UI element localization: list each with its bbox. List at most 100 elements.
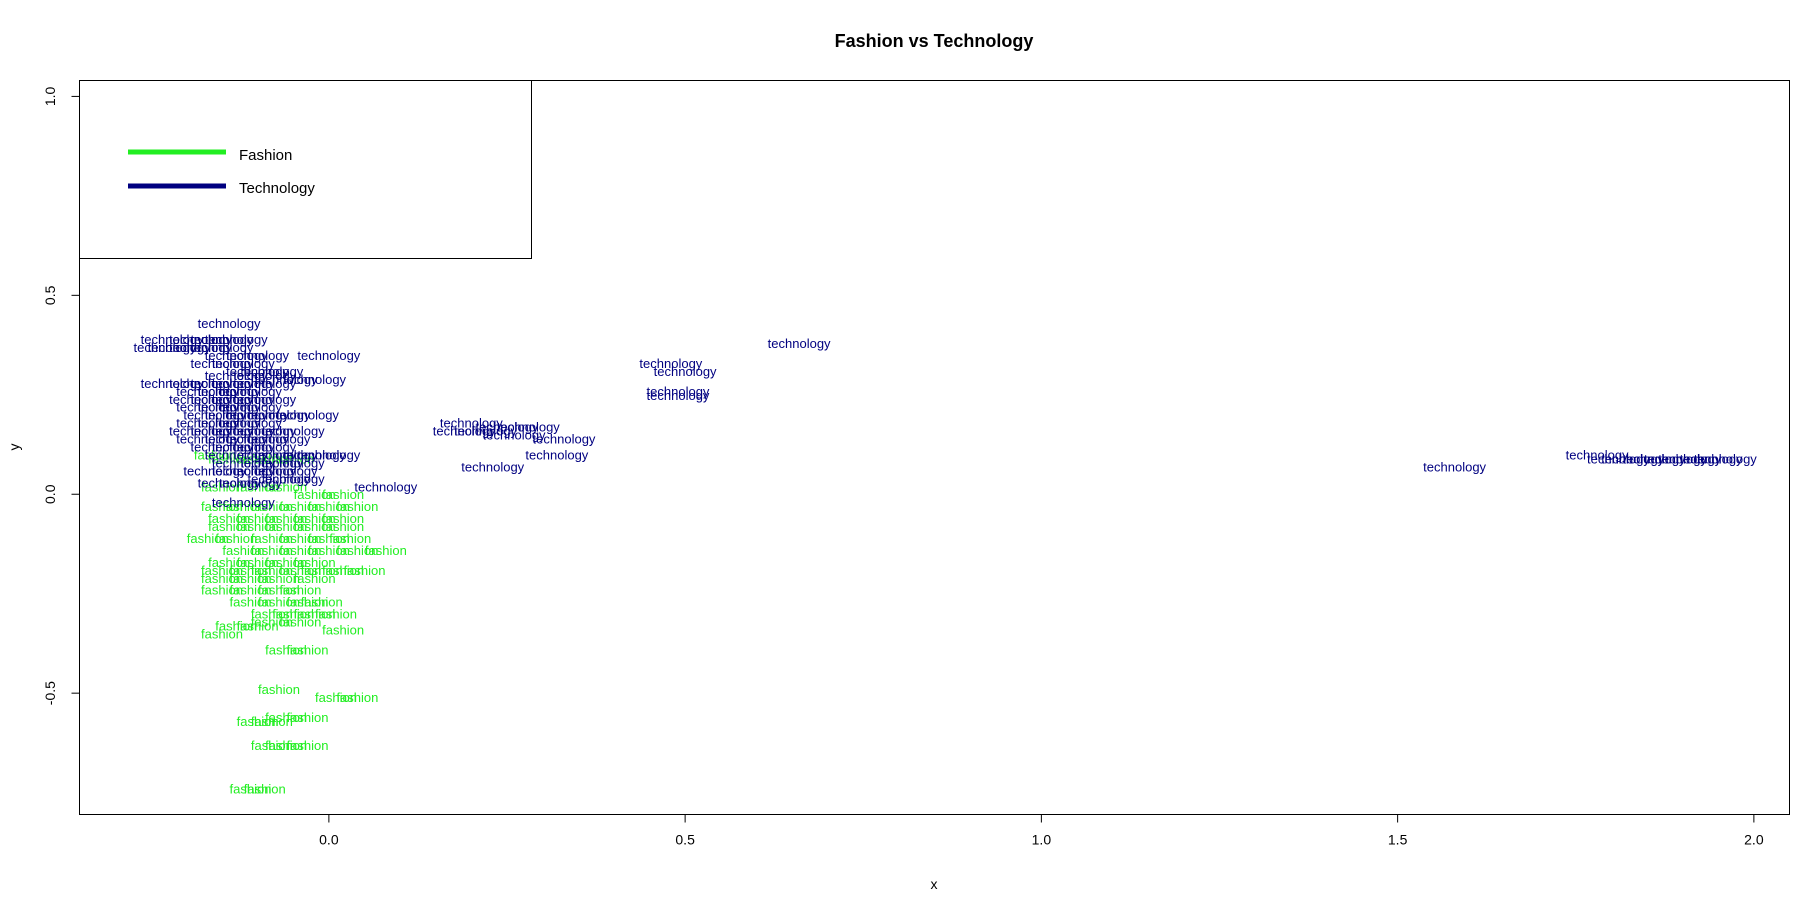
point-label-technology: technology	[647, 384, 710, 399]
point-label-technology: technology	[248, 471, 311, 486]
point-label-fashion: fashion	[287, 710, 329, 725]
point-label-technology: technology	[525, 447, 588, 462]
point-label-fashion: fashion	[272, 607, 314, 622]
point-label-technology: technology	[176, 416, 239, 431]
point-label-fashion: fashion	[344, 563, 386, 578]
legend-label-technology: Technology	[239, 180, 315, 197]
point-label-fashion: fashion	[201, 571, 243, 586]
point-label-technology: technology	[440, 416, 503, 431]
point-label-technology: technology	[212, 495, 275, 510]
point-label-fashion: fashion	[251, 563, 293, 578]
point-label-technology: technology	[212, 463, 275, 478]
point-label-technology: technology	[212, 440, 275, 455]
point-label-fashion: fashion	[336, 690, 378, 705]
point-label-technology: technology	[262, 424, 325, 439]
point-label-technology: technology	[148, 340, 211, 355]
point-label-fashion: fashion	[301, 563, 343, 578]
point-label-technology: technology	[262, 471, 325, 486]
y-tick-label: -0.5	[42, 681, 58, 705]
point-label-fashion: fashion	[294, 511, 336, 526]
point-label-technology: technology	[1423, 459, 1486, 474]
point-label-technology: technology	[233, 440, 296, 455]
point-label-technology: technology	[219, 384, 282, 399]
point-label-technology: technology	[476, 420, 539, 435]
point-label-fashion: fashion	[315, 690, 357, 705]
point-label-fashion: fashion	[294, 571, 336, 586]
point-label-fashion: fashion	[201, 583, 243, 598]
point-label-fashion: fashion	[237, 619, 279, 634]
point-label-fashion: fashion	[251, 738, 293, 753]
point-label-technology: technology	[255, 463, 318, 478]
point-label-fashion: fashion	[230, 595, 272, 610]
point-label-technology: technology	[283, 447, 346, 462]
point-label-technology: technology	[205, 332, 268, 347]
point-label-technology: technology	[255, 447, 318, 462]
point-label-fashion: fashion	[279, 563, 321, 578]
point-label-technology: technology	[205, 408, 268, 423]
point-label-technology: technology	[240, 364, 303, 379]
point-label-technology: technology	[248, 408, 311, 423]
y-tick-label: 0.5	[42, 285, 58, 305]
point-label-fashion: fashion	[251, 531, 293, 546]
point-label-technology: technology	[1566, 447, 1629, 462]
point-label-technology: technology	[226, 364, 289, 379]
point-label-technology: technology	[248, 432, 311, 447]
point-label-fashion: fashion	[265, 710, 307, 725]
y-tick-label: 0.0	[42, 484, 58, 504]
point-label-technology: technology	[533, 432, 596, 447]
series-fashion: fashionfashionfashionfashionfashionfashi…	[187, 447, 407, 796]
point-label-fashion: fashion	[265, 519, 307, 534]
point-label-technology: technology	[233, 392, 296, 407]
point-label-technology: technology	[233, 447, 296, 462]
point-label-fashion: fashion	[265, 738, 307, 753]
point-label-fashion: fashion	[287, 738, 329, 753]
point-label-fashion: fashion	[294, 519, 336, 534]
point-label-fashion: fashion	[322, 563, 364, 578]
point-label-technology: technology	[169, 392, 232, 407]
point-label-fashion: fashion	[265, 555, 307, 570]
point-label-fashion: fashion	[301, 595, 343, 610]
point-label-technology: technology	[639, 356, 702, 371]
point-label-fashion: fashion	[222, 543, 264, 558]
point-label-fashion: fashion	[294, 607, 336, 622]
point-label-fashion: fashion	[187, 531, 229, 546]
point-label-technology: technology	[262, 455, 325, 470]
point-label-fashion: fashion	[287, 595, 329, 610]
point-label-fashion: fashion	[322, 487, 364, 502]
point-label-fashion: fashion	[258, 682, 300, 697]
point-label-technology: technology	[297, 447, 360, 462]
point-label-technology: technology	[226, 432, 289, 447]
point-label-technology: technology	[433, 424, 496, 439]
point-label-fashion: fashion	[322, 511, 364, 526]
point-label-technology: technology	[198, 400, 261, 415]
x-tick-label: 1.5	[1388, 832, 1408, 848]
point-label-fashion: fashion	[201, 626, 243, 641]
point-label-technology: technology	[191, 440, 254, 455]
point-label-technology: technology	[354, 479, 417, 494]
point-label-technology: technology	[240, 455, 303, 470]
point-label-fashion: fashion	[237, 511, 279, 526]
series-technology: technologytechnologytechnologytechnology…	[134, 316, 1758, 510]
point-label-fashion: fashion	[237, 555, 279, 570]
point-label-fashion: fashion	[365, 543, 407, 558]
point-label-fashion: fashion	[336, 499, 378, 514]
point-label-technology: technology	[212, 392, 275, 407]
point-label-technology: technology	[205, 368, 268, 383]
point-label-technology: technology	[198, 316, 261, 331]
point-label-technology: technology	[212, 376, 275, 391]
point-label-fashion: fashion	[279, 543, 321, 558]
point-label-technology: technology	[454, 424, 517, 439]
point-label-technology: technology	[283, 372, 346, 387]
point-label-fashion: fashion	[294, 555, 336, 570]
point-label-technology: technology	[647, 388, 710, 403]
point-label-fashion: fashion	[237, 714, 279, 729]
point-label-fashion: fashion	[251, 543, 293, 558]
point-label-technology: technology	[1587, 451, 1650, 466]
point-label-technology: technology	[297, 348, 360, 363]
point-label-fashion: fashion	[322, 519, 364, 534]
point-label-technology: technology	[1680, 451, 1743, 466]
point-label-technology: technology	[183, 463, 246, 478]
point-label-fashion: fashion	[308, 543, 350, 558]
x-tick-label: 0.0	[319, 832, 339, 848]
